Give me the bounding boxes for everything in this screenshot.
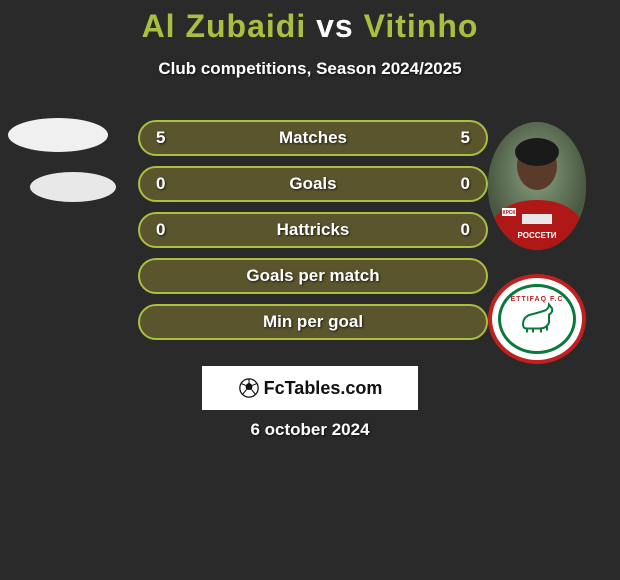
player1-club-placeholder (30, 172, 116, 202)
vs-text: vs (316, 8, 354, 44)
stat-row: 0Hattricks0 (138, 212, 488, 248)
stats-list: 5Matches50Goals00Hattricks0Goals per mat… (138, 120, 488, 350)
svg-text:РОССЕТИ: РОССЕТИ (518, 231, 557, 240)
player2-club-badge: ETTIFAQ F.C (488, 274, 586, 364)
soccer-ball-icon (238, 377, 260, 399)
stat-left-value: 0 (156, 174, 186, 194)
horse-icon (519, 303, 555, 333)
subtitle: Club competitions, Season 2024/2025 (0, 59, 620, 79)
player1-photo-placeholder (8, 118, 108, 152)
player2-name: Vitinho (364, 8, 479, 44)
stat-label: Matches (186, 128, 440, 148)
stat-label: Goals (186, 174, 440, 194)
stat-row: 0Goals0 (138, 166, 488, 202)
stat-right-value: 0 (440, 220, 470, 240)
svg-text:КРСК: КРСК (503, 210, 517, 216)
stat-row: 5Matches5 (138, 120, 488, 156)
page-title: Al Zubaidi vs Vitinho (0, 0, 620, 45)
player1-images (8, 118, 108, 202)
player1-name: Al Zubaidi (142, 8, 307, 44)
stat-label: Goals per match (186, 266, 440, 286)
stat-label: Hattricks (186, 220, 440, 240)
stat-right-value: 0 (440, 174, 470, 194)
player2-photo: РОССЕТИ КРСК (488, 122, 586, 250)
stat-left-value: 0 (156, 220, 186, 240)
stat-label: Min per goal (186, 312, 440, 332)
branding-badge: FcTables.com (202, 366, 418, 410)
branding-text: FcTables.com (264, 378, 383, 399)
stat-row: Min per goal (138, 304, 488, 340)
player2-images: РОССЕТИ КРСК ETTIFAQ F.C (488, 122, 598, 364)
stat-left-value: 5 (156, 128, 186, 148)
stat-row: Goals per match (138, 258, 488, 294)
date-label: 6 october 2024 (0, 420, 620, 440)
stat-right-value: 5 (440, 128, 470, 148)
